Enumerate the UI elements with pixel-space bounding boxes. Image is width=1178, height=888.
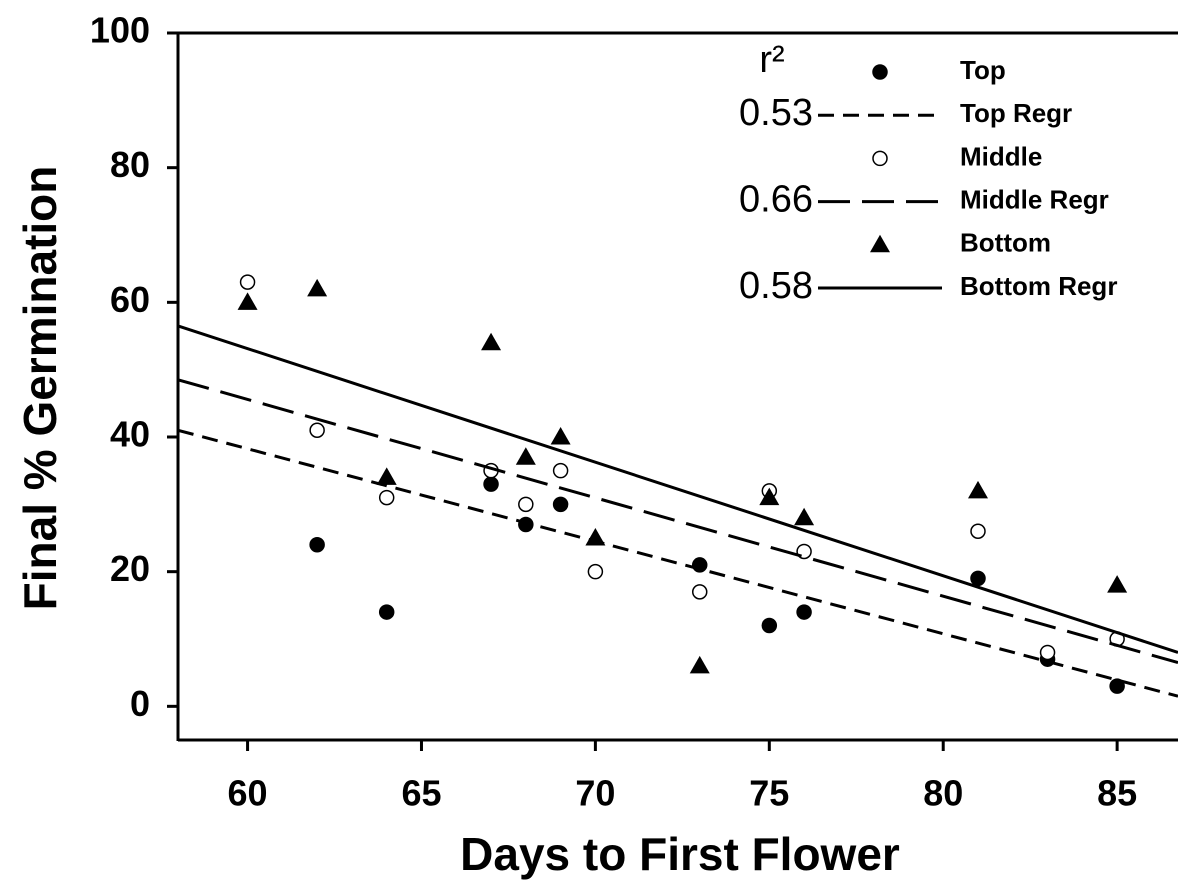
legend-label: Middle Regr [960,184,1109,214]
legend-label: Bottom Regr [960,271,1117,301]
r2-value: 0.53 [739,92,813,134]
marker-circle [1109,678,1125,694]
marker-open-circle [691,584,708,600]
x-tick-label: 65 [401,773,441,814]
legend-label: Top [960,55,1006,85]
legend-label: Top Regr [960,98,1072,128]
marker-circle [970,570,986,587]
y-tick-label: 80 [110,144,150,185]
marker-triangle [1107,575,1128,593]
marker-open-circle [239,274,256,290]
y-tick-label: 60 [110,279,150,320]
marker-triangle [585,528,606,546]
r2-value: 0.66 [739,179,813,221]
marker-triangle [307,278,328,297]
marker-triangle [481,332,502,351]
plot-area [178,274,1178,698]
marker-circle [796,604,812,620]
marker-circle [761,617,778,634]
legend-label: Bottom [960,228,1051,258]
y-tick-label: 40 [110,414,150,455]
marker-triangle [870,234,890,253]
regression-line [178,324,1178,654]
marker-open-circle [552,462,569,479]
y-tick-label: 100 [90,10,150,51]
marker-triangle [689,655,710,674]
marker-triangle [794,507,815,526]
marker-open-circle [587,563,604,580]
marker-triangle [968,480,988,499]
marker-triangle [550,427,571,445]
marker-circle [483,476,499,492]
marker-open-circle [518,496,534,513]
marker-triangle [237,292,258,310]
marker-open-circle [872,150,888,167]
marker-triangle [376,467,397,485]
y-tick-label: 0 [130,683,150,724]
marker-circle [872,64,888,80]
marker-open-circle [970,523,986,540]
marker-circle [309,536,325,553]
regression-line [178,428,1178,698]
r2-label: r² [759,39,784,81]
marker-triangle [515,447,536,465]
x-tick-label: 60 [228,773,268,814]
regression-line [178,378,1178,665]
x-tick-label: 75 [749,773,789,814]
x-tick-label: 70 [575,773,615,814]
legend-label: Middle [960,141,1042,171]
marker-open-circle [309,422,325,439]
y-tick-label: 20 [110,548,150,589]
x-tick-label: 80 [923,773,963,814]
marker-circle [552,496,569,513]
x-axis-label: Days to First Flower [460,828,900,880]
marker-triangle [759,487,780,506]
marker-open-circle [378,489,395,506]
marker-open-circle [1039,644,1056,661]
marker-circle [378,604,395,620]
x-tick-label: 85 [1097,773,1137,814]
r2-value: 0.58 [739,265,813,307]
y-axis-label: Final % Germination [14,166,66,611]
